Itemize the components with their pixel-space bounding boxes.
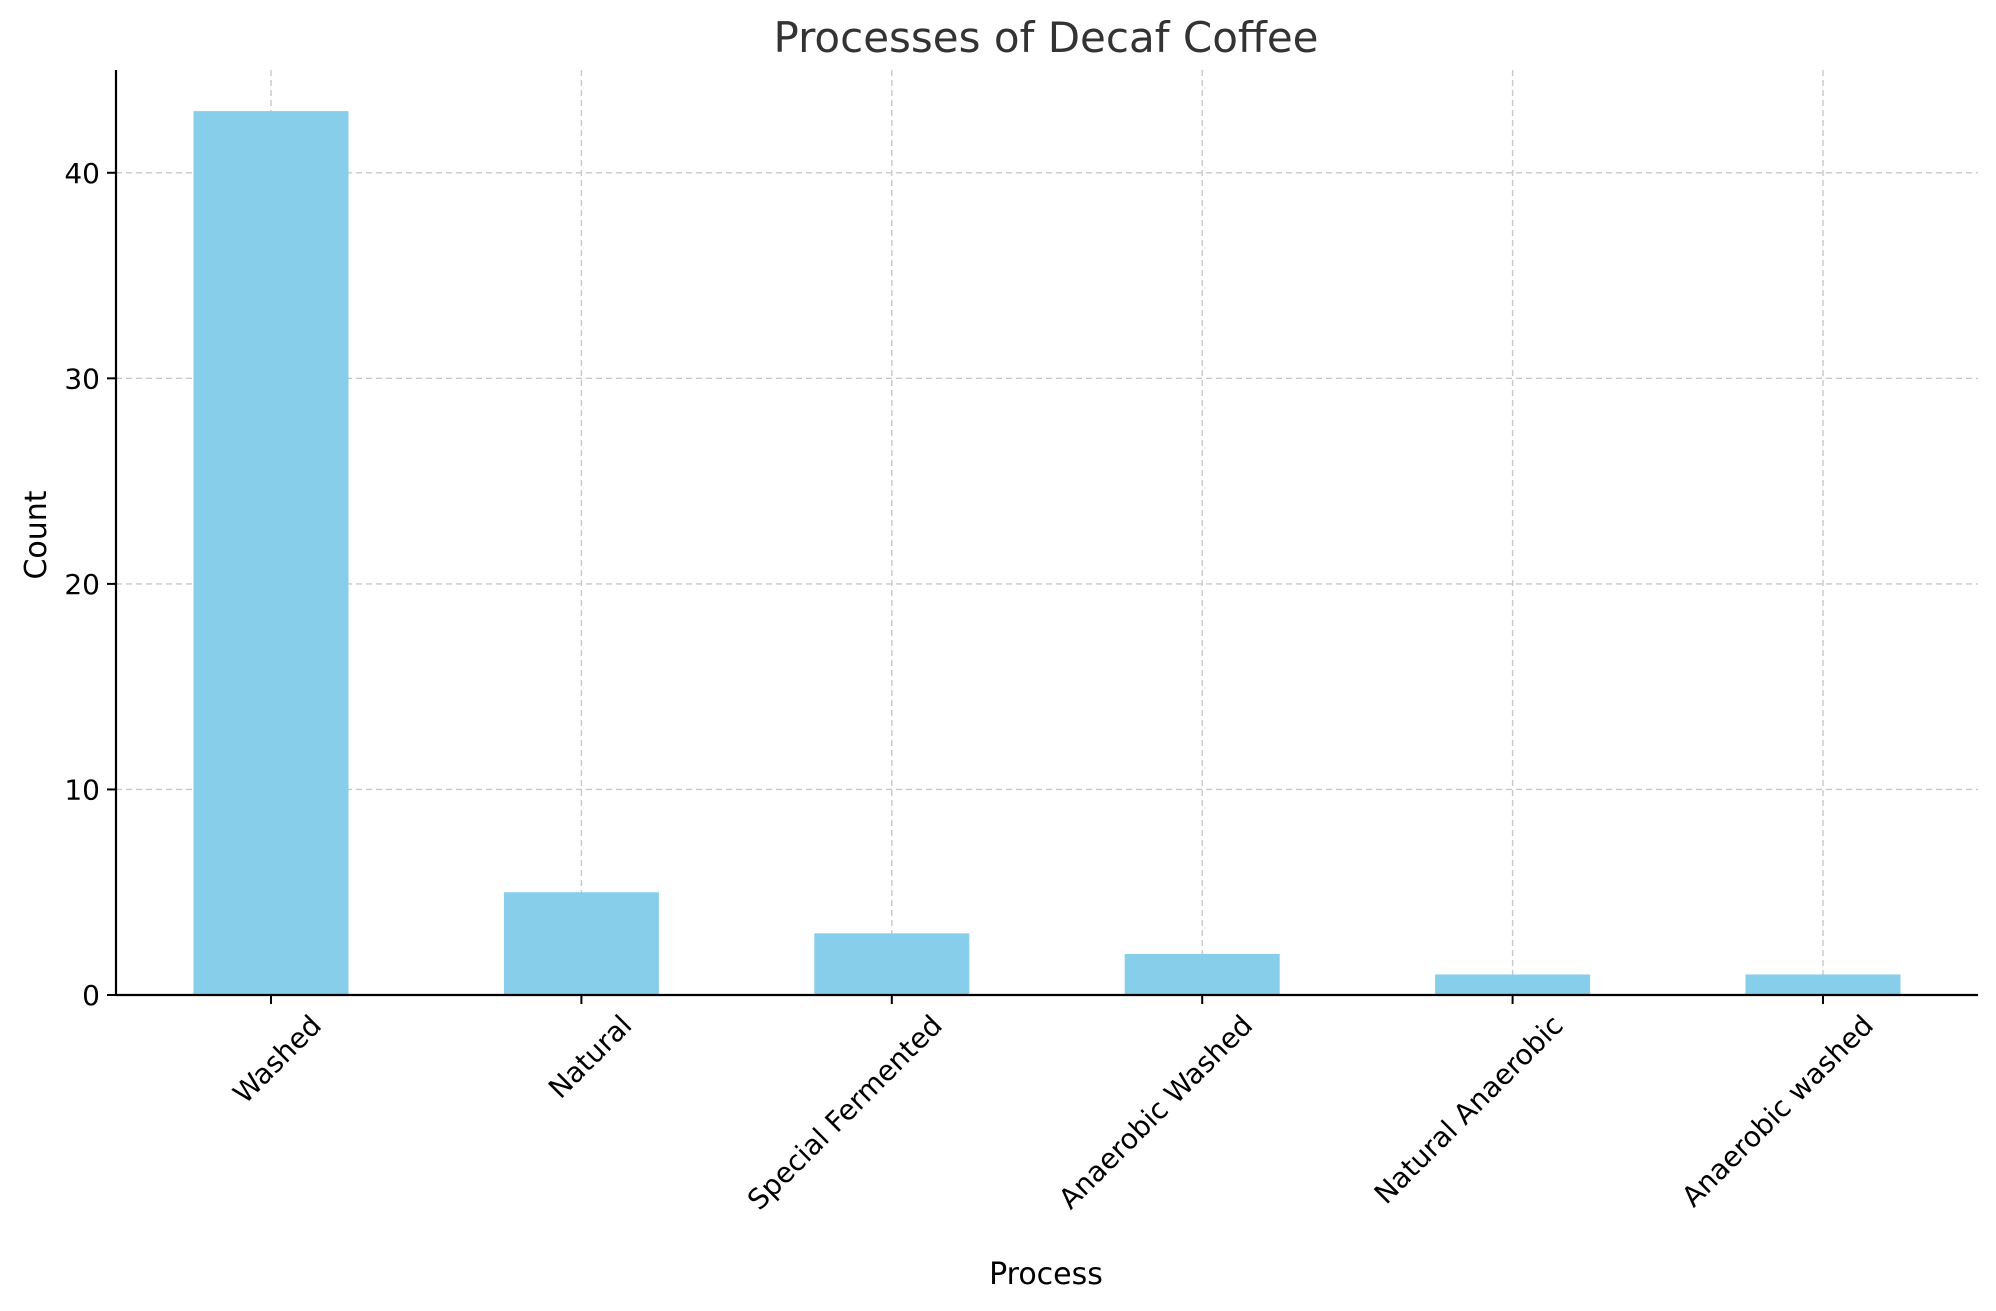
y-tick-label: 20 [64,568,100,601]
y-axis-label: Count [19,490,54,579]
x-tick-label: Natural [542,1009,638,1105]
chart-title: Processes of Decaf Coffee [773,13,1318,62]
bar [1745,974,1901,995]
bars [193,111,1901,996]
y-tick-label: 30 [64,362,100,395]
x-tick-label: Special Fermented [741,1009,949,1217]
x-tick-label: Anaerobic washed [1675,1009,1880,1214]
x-axis-label: Process [989,1257,1103,1292]
x-tick-label: Natural Anaerobic [1368,1009,1570,1211]
x-tick-label: Anaerobic Washed [1052,1009,1259,1216]
bar [1435,974,1591,995]
y-tick-label: 0 [82,979,100,1012]
bar [193,111,349,996]
bar [1124,953,1280,995]
gridlines [116,70,1978,995]
y-tick-label: 40 [64,157,100,190]
bar [814,933,970,995]
bar [503,892,659,995]
axes [114,70,1978,997]
y-tick-label: 10 [64,773,100,806]
x-tick-label: Washed [227,1009,328,1110]
